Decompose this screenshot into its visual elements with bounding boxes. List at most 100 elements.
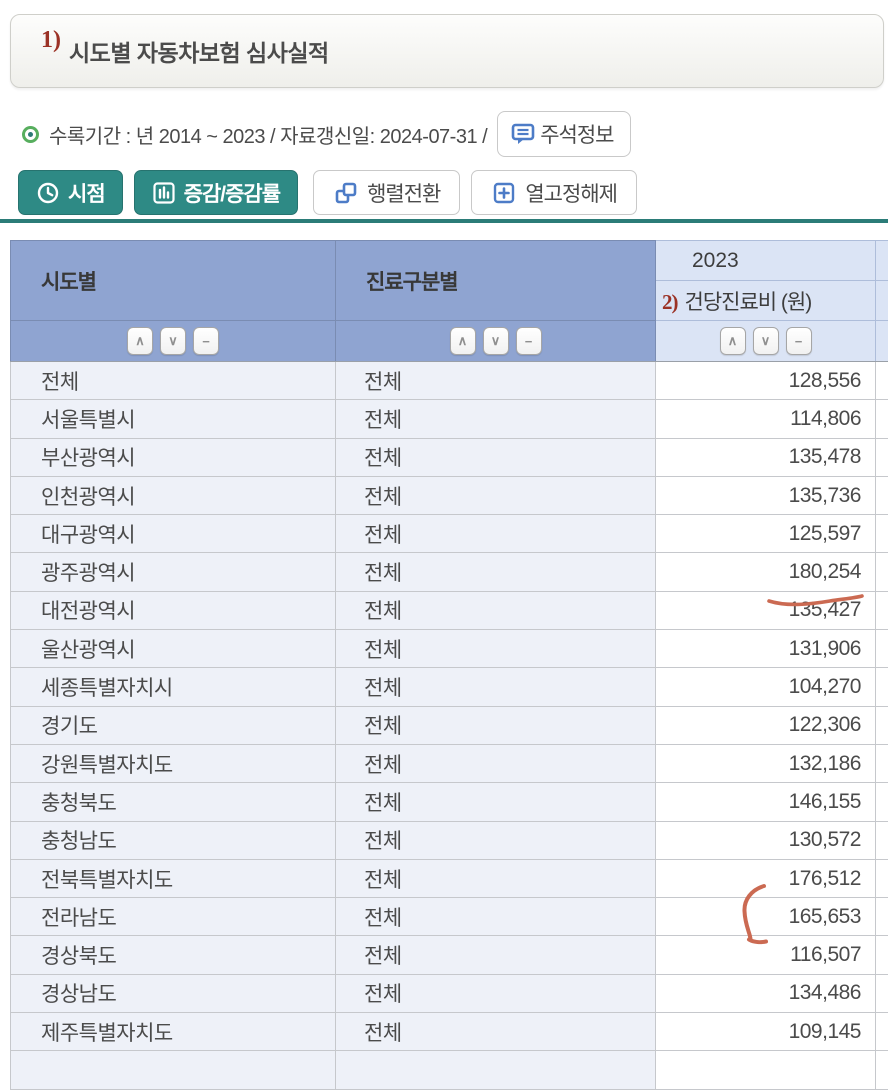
category-cell: 전체 <box>336 553 656 591</box>
value-cell: 135,736 <box>656 476 876 514</box>
statistics-table: 시도별 진료구분별 2023 2) 건당진료비 (원) ∧ ∨ − ∧ <box>10 240 888 1090</box>
annotation-marker-2: 2) <box>662 290 678 314</box>
category-cell: 전체 <box>336 668 656 706</box>
value-cell: 128,556 <box>656 362 876 400</box>
value-cell: 131,906 <box>656 630 876 668</box>
value-cell: 146,155 <box>656 783 876 821</box>
table-row: 인천광역시 전체 135,736 <box>11 476 888 514</box>
overflow-cell <box>876 783 888 821</box>
overflow-cell <box>876 630 888 668</box>
category-cell: 전체 <box>336 936 656 974</box>
value-cell: 116,507 <box>656 936 876 974</box>
value-cell: 114,806 <box>656 400 876 438</box>
sort-remove-button[interactable]: − <box>193 327 219 355</box>
value-cell: 109,145 <box>656 1013 876 1051</box>
table-row: 제주특별자치도 전체 109,145 <box>11 1013 888 1051</box>
category-cell: 전체 <box>336 400 656 438</box>
region-cell: 경상남도 <box>11 974 336 1012</box>
value-cell: 134,486 <box>656 974 876 1012</box>
table-row: 충청북도 전체 146,155 <box>11 783 888 821</box>
sort-desc-button[interactable]: ∨ <box>753 327 779 355</box>
unfreeze-columns-button[interactable]: 열고정해제 <box>471 170 637 215</box>
column-header-region: 시도별 <box>11 241 336 321</box>
column-header-year: 2023 <box>656 241 876 281</box>
region-cell: 광주광역시 <box>11 553 336 591</box>
category-cell <box>336 1051 656 1089</box>
region-cell: 경기도 <box>11 706 336 744</box>
table-row: 전북특별자치도 전체 176,512 <box>11 859 888 897</box>
sort-asc-button[interactable]: ∧ <box>720 327 746 355</box>
value-cell: 132,186 <box>656 744 876 782</box>
value-cell: 122,306 <box>656 706 876 744</box>
table-row <box>11 1051 888 1089</box>
time-period-button[interactable]: 시점 <box>18 170 123 215</box>
table-row: 세종특별자치시 전체 104,270 <box>11 668 888 706</box>
overflow-cell <box>876 515 888 553</box>
category-cell: 전체 <box>336 630 656 668</box>
comment-icon <box>510 121 536 147</box>
table-toolbar: 시점 증감/증감률 행렬전환 <box>18 170 637 215</box>
annotation-info-button[interactable]: 주석정보 <box>497 111 630 157</box>
unfreeze-columns-label: 열고정해제 <box>525 178 617 208</box>
table-row: 대전광역시 전체 135,427 <box>11 591 888 629</box>
sort-desc-button[interactable]: ∨ <box>160 327 186 355</box>
delta-rate-button[interactable]: 증감/증감률 <box>134 170 298 215</box>
overflow-cell <box>876 1051 888 1089</box>
sort-remove-button[interactable]: − <box>516 327 542 355</box>
overflow-cell <box>876 744 888 782</box>
bar-chart-icon <box>152 181 176 205</box>
column-header-year-overflow <box>876 241 888 281</box>
value-cell: 135,427 <box>656 591 876 629</box>
overflow-cell <box>876 859 888 897</box>
data-table-container: 시도별 진료구분별 2023 2) 건당진료비 (원) ∧ ∨ − ∧ <box>10 240 888 1090</box>
column-header-value: 2) 건당진료비 (원) <box>656 281 876 321</box>
value-cell: 180,254 <box>656 553 876 591</box>
sort-asc-button[interactable]: ∧ <box>127 327 153 355</box>
column-header-category: 진료구분별 <box>336 241 656 321</box>
category-cell: 전체 <box>336 438 656 476</box>
category-cell: 전체 <box>336 591 656 629</box>
unfreeze-icon <box>491 180 517 206</box>
value-cell: 125,597 <box>656 515 876 553</box>
category-cell: 전체 <box>336 974 656 1012</box>
page-title: 시도별 자동차보험 심사실적 <box>69 34 329 68</box>
category-cell: 전체 <box>336 1013 656 1051</box>
region-cell <box>11 1051 336 1089</box>
table-row: 대구광역시 전체 125,597 <box>11 515 888 553</box>
overflow-cell <box>876 821 888 859</box>
period-and-update-text: 수록기간 : 년 2014 ~ 2023 / 자료갱신일: 2024-07-31… <box>49 120 487 149</box>
region-cell: 세종특별자치시 <box>11 668 336 706</box>
time-period-label: 시점 <box>68 178 105 208</box>
category-cell: 전체 <box>336 476 656 514</box>
transpose-icon <box>333 180 359 206</box>
value-cell: 176,512 <box>656 859 876 897</box>
sort-cell-overflow <box>876 321 888 362</box>
category-cell: 전체 <box>336 362 656 400</box>
table-row: 전체 전체 128,556 <box>11 362 888 400</box>
value-header-label: 건당진료비 (원) <box>685 291 812 314</box>
value-cell: 130,572 <box>656 821 876 859</box>
category-cell: 전체 <box>336 515 656 553</box>
region-cell: 서울특별시 <box>11 400 336 438</box>
sort-cell-category: ∧ ∨ − <box>336 321 656 362</box>
sort-remove-button[interactable]: − <box>786 327 812 355</box>
region-cell: 강원특별자치도 <box>11 744 336 782</box>
sort-cell-value: ∧ ∨ − <box>656 321 876 362</box>
table-row: 경상남도 전체 134,486 <box>11 974 888 1012</box>
overflow-cell <box>876 974 888 1012</box>
region-cell: 인천광역시 <box>11 476 336 514</box>
category-cell: 전체 <box>336 859 656 897</box>
region-cell: 제주특별자치도 <box>11 1013 336 1051</box>
overflow-cell <box>876 668 888 706</box>
transpose-label: 행렬전환 <box>367 178 440 208</box>
dataset-info-row: 수록기간 : 년 2014 ~ 2023 / 자료갱신일: 2024-07-31… <box>22 110 882 158</box>
clock-icon <box>36 181 60 205</box>
transpose-button[interactable]: 행렬전환 <box>313 170 460 215</box>
sort-asc-button[interactable]: ∧ <box>450 327 476 355</box>
region-cell: 충청남도 <box>11 821 336 859</box>
overflow-cell <box>876 591 888 629</box>
sort-desc-button[interactable]: ∨ <box>483 327 509 355</box>
region-cell: 경상북도 <box>11 936 336 974</box>
region-cell: 부산광역시 <box>11 438 336 476</box>
table-row: 경상북도 전체 116,507 <box>11 936 888 974</box>
